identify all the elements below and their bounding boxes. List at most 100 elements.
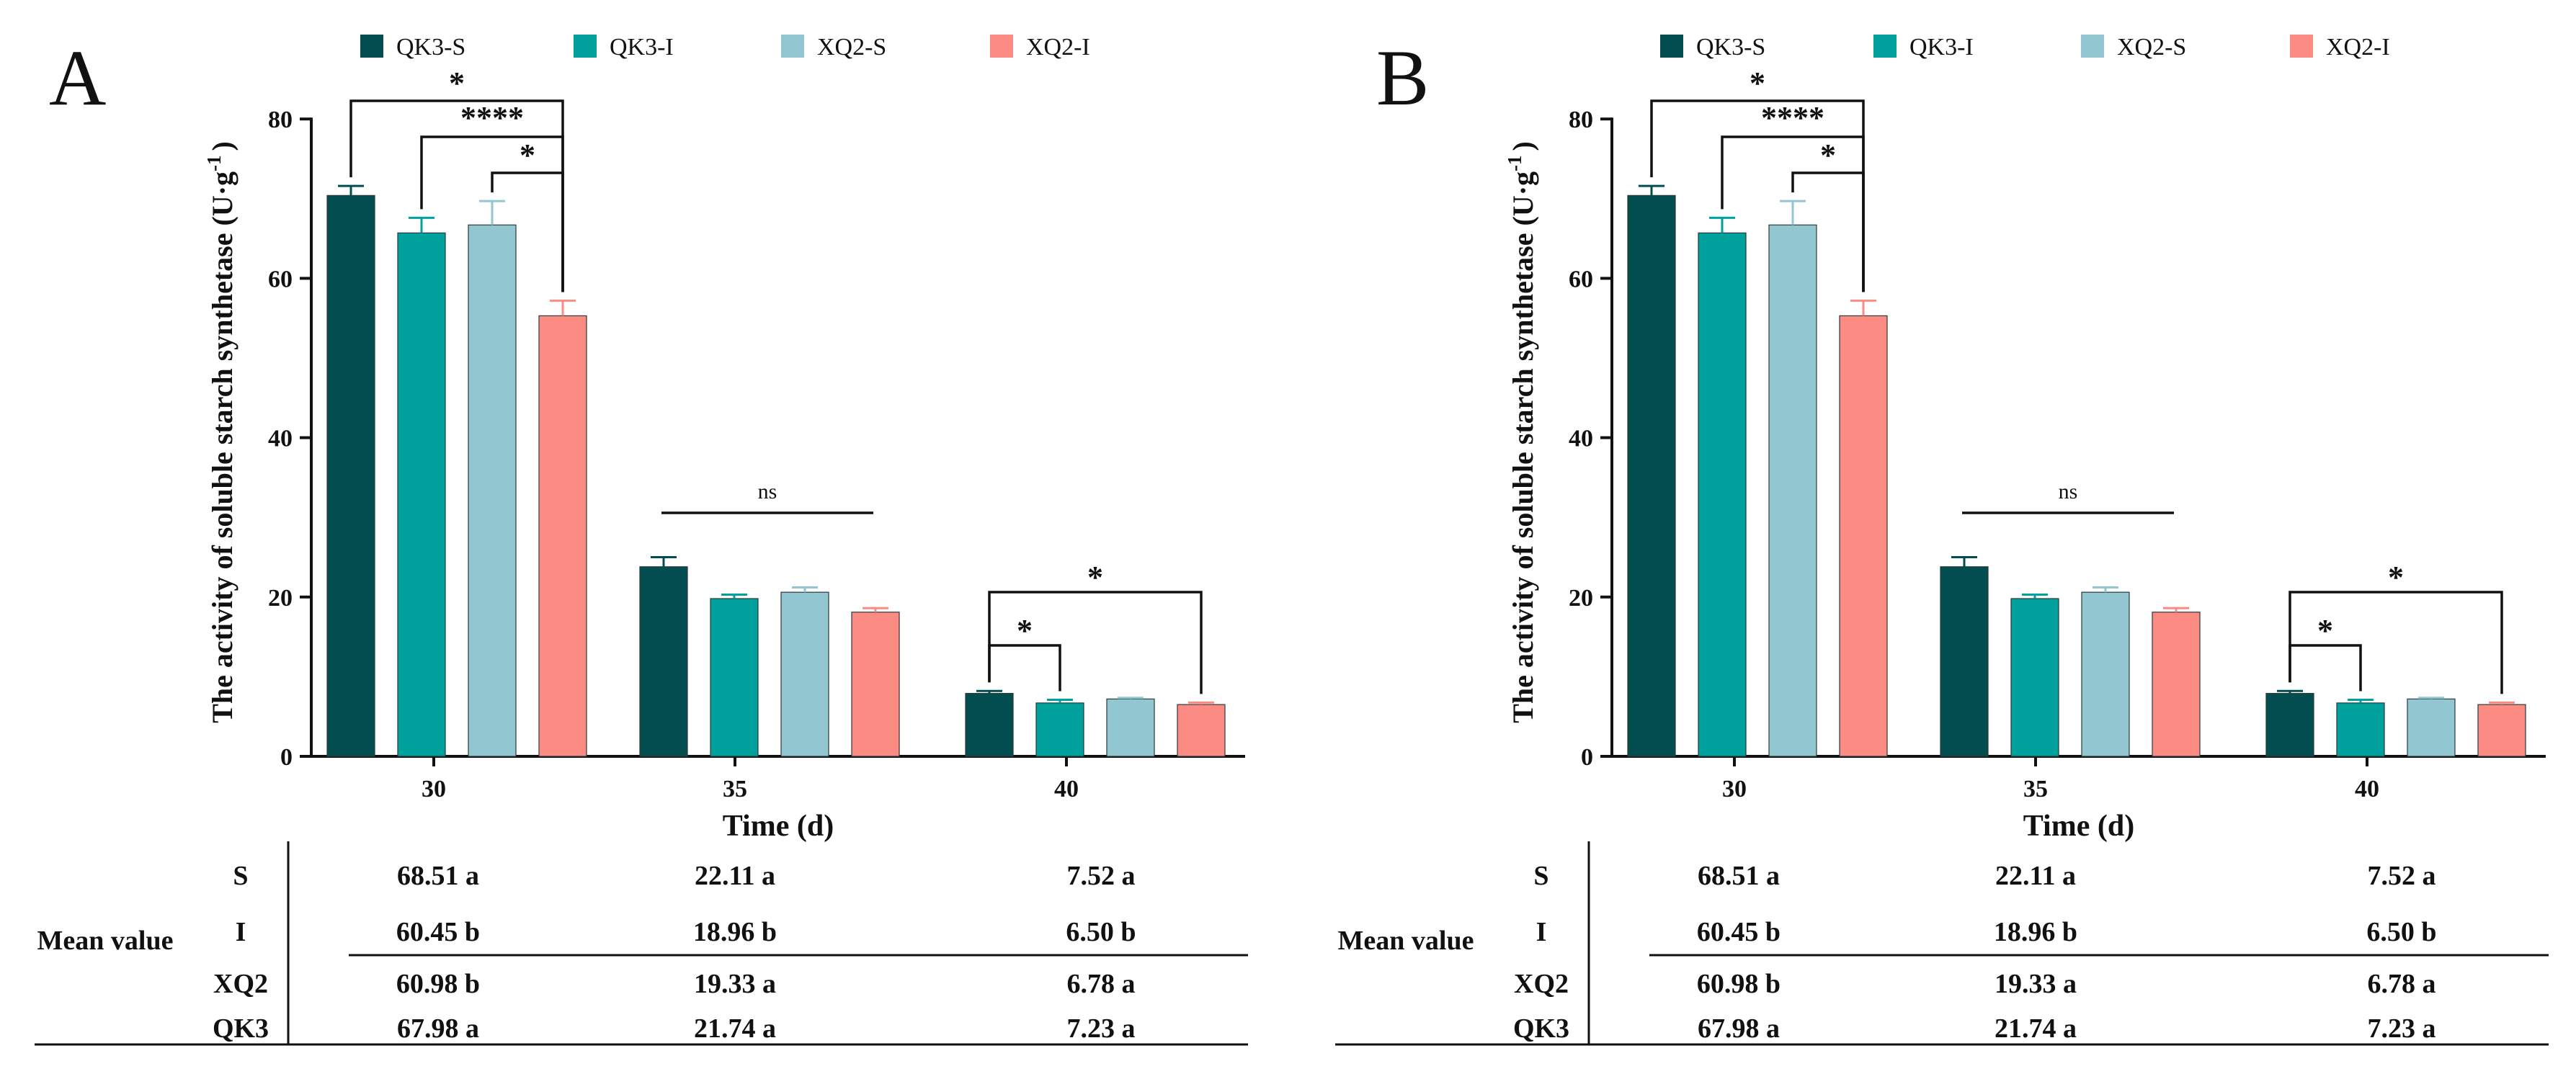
bar-XQ2-I-35 <box>851 612 900 757</box>
bar-XQ2-I-35 <box>2152 612 2201 757</box>
table-cell: 19.33 a <box>694 969 776 999</box>
bar-XQ2-S-30 <box>468 224 517 757</box>
legend-item: QK3-I <box>574 34 674 61</box>
table-cell: 6.78 a <box>2368 969 2436 999</box>
table-row: S 68.51 a 22.11 a 7.52 a <box>233 861 1135 891</box>
legend-item: XQ2-I <box>990 34 1090 61</box>
x-tick-label: 40 <box>1054 776 1079 802</box>
table-cell: 18.96 b <box>693 917 777 947</box>
significance-label: * <box>2388 560 2404 595</box>
legend-label: XQ2-S <box>817 34 886 61</box>
panel-label: A <box>49 34 106 122</box>
legend-swatch <box>781 35 804 58</box>
significance-label: * <box>449 66 465 101</box>
legend-label: QK3-S <box>1696 34 1765 61</box>
table-cell: 60.98 b <box>1697 969 1781 999</box>
significance-label: * <box>1017 613 1033 648</box>
bar-XQ2-S-40 <box>1106 698 1155 757</box>
bar-XQ2-I-30 <box>538 315 587 757</box>
legend-item: XQ2-S <box>2081 34 2186 61</box>
bar-QK3-S-40 <box>2265 693 2314 757</box>
table-cell: 6.78 a <box>1067 969 1136 999</box>
y-tick-label: 20 <box>1569 585 1593 612</box>
legend-label: XQ2-I <box>1026 34 1090 61</box>
bar-QK3-I-35 <box>710 598 759 757</box>
x-tick-label: 40 <box>2355 776 2379 802</box>
legend-swatch <box>574 35 597 58</box>
bar-XQ2-S-30 <box>1768 224 1817 757</box>
table-row: S 68.51 a 22.11 a 7.52 a <box>1533 861 2435 891</box>
bar-QK3-I-35 <box>2010 598 2059 757</box>
significance-bracket <box>349 99 564 292</box>
y-axis-label-close: ) <box>206 141 239 151</box>
significance-bracket <box>1650 99 1865 292</box>
significance-bracket <box>2288 591 2503 694</box>
table-cell: 6.50 b <box>1066 917 1136 947</box>
table-row: QK3 67.98 a 21.74 a 7.23 a <box>1513 1013 2436 1044</box>
bar-QK3-S-35 <box>1940 566 1989 757</box>
legend-item: QK3-S <box>360 34 465 61</box>
significance-bracket <box>1791 171 1865 292</box>
chart-panel-A: A 0 20 40 60 80 The activity of soluble starch… <box>35 34 1248 1046</box>
table-cell: 7.23 a <box>2368 1013 2436 1044</box>
y-tick-label: 60 <box>1569 266 1593 292</box>
bar-QK3-S-30 <box>326 194 375 757</box>
x-tick-label: 30 <box>1722 776 1747 802</box>
table-cell: 6.50 b <box>2366 917 2436 947</box>
table-cell: 18.96 b <box>1994 917 2077 947</box>
panel-label: B <box>1376 34 1429 122</box>
table-cell: 60.45 b <box>396 917 480 947</box>
table-cell: 7.23 a <box>1067 1013 1136 1044</box>
table-row-label: XQ2 <box>213 969 268 999</box>
legend-item: XQ2-S <box>781 34 886 61</box>
x-axis-label: Time (d) <box>2023 810 2134 843</box>
table-cell: 19.33 a <box>1995 969 2077 999</box>
table-cell: 21.74 a <box>1995 1013 2077 1044</box>
table-row-label: QK3 <box>213 1013 269 1044</box>
bar-XQ2-S-35 <box>2081 591 2130 757</box>
legend-label: XQ2-I <box>2326 34 2390 61</box>
x-tick-label: 35 <box>723 776 747 802</box>
legend-swatch <box>990 35 1013 58</box>
significance-label: * <box>2317 613 2333 648</box>
significance-label: * <box>1750 66 1765 101</box>
significance-label: **** <box>460 100 524 135</box>
ns-label: ns <box>758 480 777 504</box>
legend-label: XQ2-S <box>2117 34 2186 61</box>
y-tick-label: 80 <box>268 107 293 133</box>
significance-bracket <box>491 171 564 292</box>
table-row-label: S <box>233 861 248 891</box>
bar-XQ2-S-35 <box>780 591 829 757</box>
y-tick-label: 0 <box>1581 744 1593 771</box>
bar-QK3-S-35 <box>639 566 688 757</box>
bar-XQ2-I-40 <box>1177 704 1226 757</box>
legend: QK3-S QK3-I XQ2-S XQ2-I <box>1660 34 2390 61</box>
table-row-label: S <box>1533 861 1548 891</box>
legend-swatch <box>1873 35 1897 58</box>
y-axis-label-main: The activity of soluble starch synthetas… <box>1507 171 1539 723</box>
legend-swatch <box>2290 35 2313 58</box>
table-cell: 60.45 b <box>1697 917 1781 947</box>
y-axis-label-close: ) <box>1507 141 1539 151</box>
table-row-group-label: Mean value <box>1338 926 1474 956</box>
table-row: QK3 67.98 a 21.74 a 7.23 a <box>213 1013 1136 1044</box>
bar-QK3-I-30 <box>397 232 446 757</box>
table-row: XQ2 60.98 b 19.33 a 6.78 a <box>213 969 1136 999</box>
legend-label: QK3-I <box>1909 34 1974 61</box>
legend: QK3-S QK3-I XQ2-S XQ2-I <box>360 34 1090 61</box>
table-row-label: QK3 <box>1513 1013 1569 1044</box>
bar-QK3-I-30 <box>1698 232 1747 757</box>
table-cell: 7.52 a <box>1067 861 1136 891</box>
legend-label: QK3-I <box>610 34 674 61</box>
mean-value-table: Mean value S 68.51 a 22.11 a 7.52 a I 60.45 b 1… <box>1335 841 2549 1046</box>
y-tick-label: 60 <box>268 266 293 292</box>
y-tick-label: 20 <box>268 585 293 612</box>
legend-swatch <box>360 35 383 58</box>
x-tick-label: 35 <box>2023 776 2048 802</box>
significance-label: * <box>1087 560 1103 595</box>
bar-QK3-S-30 <box>1627 194 1676 757</box>
legend-swatch <box>2081 35 2104 58</box>
table-row-label: XQ2 <box>1514 969 1569 999</box>
table-cell: 68.51 a <box>1698 861 1780 891</box>
